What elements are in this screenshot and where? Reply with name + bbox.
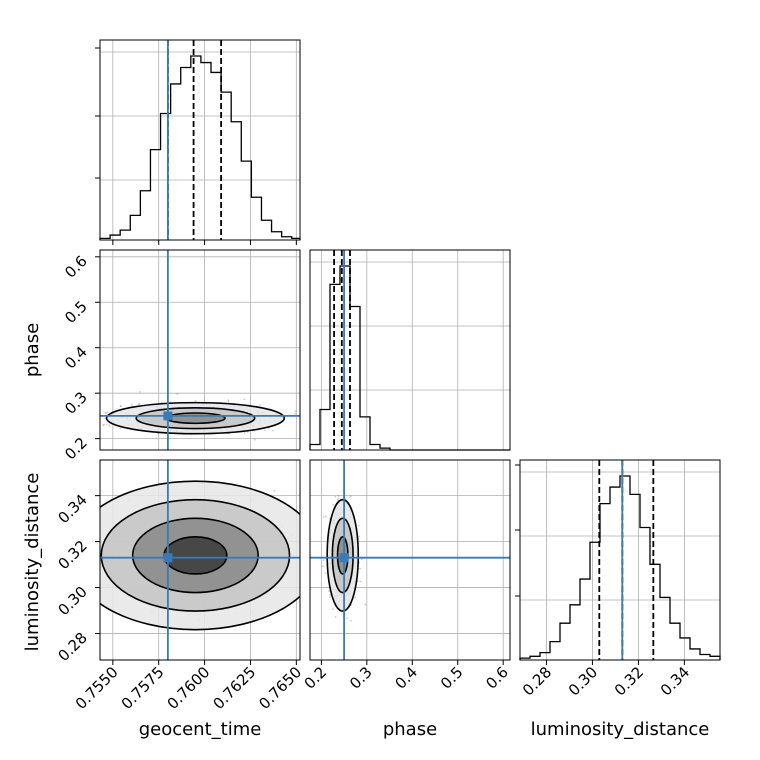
sample-point (243, 398, 246, 401)
sample-point (264, 429, 266, 432)
contour-2-sigma (135, 407, 256, 430)
sample-point (131, 404, 134, 406)
sample-point (337, 495, 340, 497)
sample-point (359, 567, 361, 570)
sample-point (332, 608, 334, 610)
sample-point (176, 393, 179, 395)
sample-point (139, 391, 141, 393)
sample-point (271, 429, 274, 432)
sample-point (194, 400, 197, 402)
sample-point (160, 401, 163, 404)
sample-point (253, 438, 256, 441)
sample-point (294, 410, 297, 412)
sample-point (357, 580, 359, 583)
xlabel-phase: phase (383, 719, 437, 740)
sample-point (332, 504, 335, 506)
sample-point (324, 572, 327, 575)
sample-point (321, 565, 324, 567)
sample-point (360, 558, 363, 561)
sample-point (359, 580, 362, 583)
xlabel-geocent-time: geocent_time (139, 719, 262, 740)
histogram-geocent_time (99, 55, 301, 240)
sample-point (354, 596, 356, 599)
ylabel-luminosity-distance: luminosity_distance (22, 473, 43, 652)
sample-point (350, 620, 352, 622)
density-level (164, 536, 227, 574)
sample-point (119, 405, 122, 407)
sample-point (328, 590, 330, 593)
sample-point (105, 412, 108, 414)
sample-point (336, 499, 339, 501)
panel-frame-phase-phase (309, 249, 511, 451)
contour-3-sigma (326, 498, 360, 612)
sample-point (104, 417, 106, 420)
sample-point (138, 402, 141, 405)
sample-point (259, 404, 262, 406)
sample-point (329, 594, 331, 596)
sample-point (106, 423, 108, 426)
sample-point (227, 399, 230, 402)
truth-marker (163, 411, 173, 421)
truth-marker (339, 553, 349, 563)
sample-point (322, 516, 325, 518)
sample-point (102, 424, 104, 427)
sample-point (346, 617, 348, 620)
sample-point (273, 489, 276, 492)
sample-point (103, 423, 105, 426)
sample-point (119, 427, 121, 430)
ylabel-phase: phase (22, 323, 43, 377)
sample-point (106, 411, 109, 413)
panel-frame-luminosity_distance-luminosity_distance (519, 459, 721, 661)
sample-point (322, 559, 325, 562)
joint-panel-geocent_time-phase (100, 250, 300, 450)
joint-panel-geocent_time-luminosity_distance (100, 460, 300, 660)
contour-3-sigma (100, 498, 291, 612)
joint-panel-phase-luminosity_distance (310, 460, 510, 660)
panel-frame-phase-geocent_time (99, 249, 301, 451)
histogram-luminosity_distance (519, 475, 721, 660)
sample-point (104, 411, 107, 414)
xlabel-luminosity-distance: luminosity_distance (531, 719, 710, 740)
contour-2-sigma (131, 517, 259, 594)
sample-point (337, 497, 340, 500)
sample-point (349, 496, 351, 498)
sample-point (334, 495, 337, 498)
sample-point (350, 495, 352, 497)
sample-point (227, 400, 230, 403)
panel-frame-geocent_time-geocent_time (99, 39, 301, 241)
panel-frame-luminosity_distance-geocent_time (99, 459, 301, 661)
sample-point (358, 535, 360, 538)
sample-point (364, 603, 367, 606)
contour-3-sigma (105, 401, 286, 435)
sample-point (119, 405, 122, 408)
sample-point (329, 596, 331, 598)
sample-point (325, 515, 327, 518)
sample-point (357, 524, 360, 527)
sample-point (138, 403, 140, 406)
contour-2-sigma (331, 517, 354, 594)
sample-point (294, 412, 296, 415)
sample-point (108, 424, 111, 427)
panel-frame-luminosity_distance-phase (309, 459, 511, 661)
contour-4-sigma (100, 480, 300, 631)
sample-point (334, 616, 337, 618)
sample-point (243, 431, 246, 434)
truth-marker (163, 553, 173, 563)
